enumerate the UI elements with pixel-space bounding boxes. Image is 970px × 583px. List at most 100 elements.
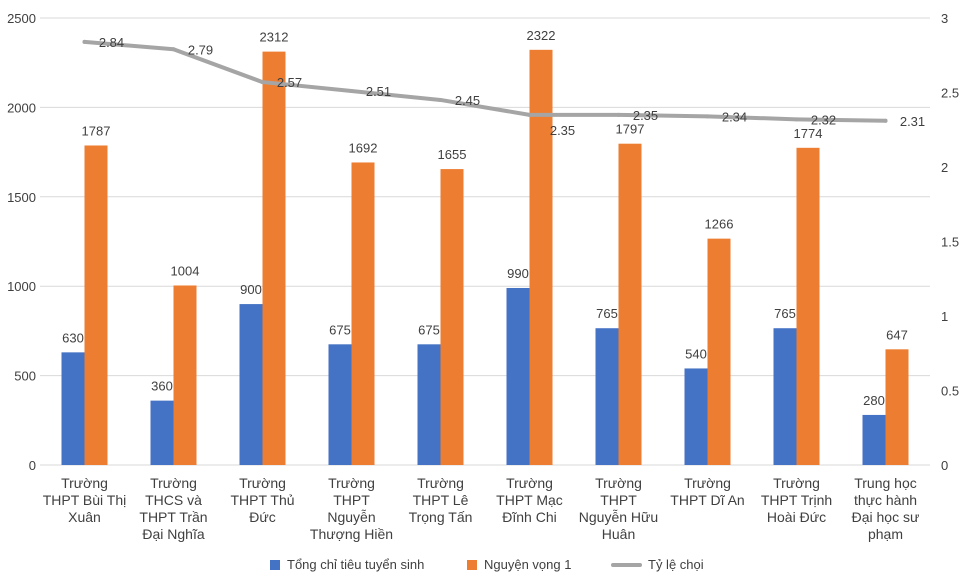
ratio-point: [616, 112, 621, 117]
data-label-total: 765: [774, 306, 796, 321]
category-label-line: Đại Nghĩa: [142, 526, 204, 542]
bar-first-choice: [262, 51, 286, 465]
data-label-total: 540: [685, 346, 707, 361]
category-label-line: THCS và: [145, 492, 202, 508]
ratio-point: [794, 117, 799, 122]
legend-swatch-first-choice: [467, 560, 477, 570]
category-label: Trường THPT Mạc Đĩnh Chi: [496, 475, 563, 525]
ratio-point: [883, 118, 888, 123]
bar-total: [328, 344, 352, 465]
data-label-ratio: 2.84: [99, 35, 124, 50]
category-label: Trường THPT Trịnh Hoài Đức: [761, 475, 832, 525]
category-label: Trường THPT Thủ Đức: [230, 475, 294, 525]
bar-total: [61, 352, 85, 465]
category-label-line: THPT Thủ: [230, 492, 294, 508]
category-label: Trường THPT Bùi Thị Xuân: [43, 475, 127, 525]
right-y-tick-label: 1: [941, 309, 948, 324]
right-y-tick-label: 0.5: [941, 384, 959, 399]
category-label-line: THPT Bùi Thị: [43, 492, 127, 508]
data-label-first-choice: 1004: [171, 263, 200, 278]
legend-label-ratio: Tỷ lệ chọi: [648, 557, 704, 572]
category-label: Trường THPT Nguyễn Thượng Hiền: [310, 475, 393, 542]
data-label-total: 765: [596, 306, 618, 321]
category-label-line: Trường: [506, 475, 553, 491]
ratio-point: [349, 89, 354, 94]
category-label-line: Trường: [684, 475, 731, 491]
left-y-tick-label: 2500: [7, 11, 36, 26]
data-label-first-choice: 647: [886, 327, 908, 342]
category-label-line: Trường: [773, 475, 820, 491]
legend-item-first-choice: Nguyện vọng 1: [467, 557, 571, 572]
data-label-total: 675: [329, 322, 351, 337]
data-labels: 630 1787 360 1004 900 2312 675 1692 675 1655 990 23…: [62, 28, 925, 408]
legend-item-ratio: Tỷ lệ chọi: [611, 557, 704, 572]
bar-total: [239, 304, 263, 465]
data-label-ratio: 2.32: [811, 112, 836, 127]
bar-first-choice: [796, 147, 820, 465]
data-label-first-choice: 2322: [527, 28, 556, 43]
bar-total: [862, 414, 886, 465]
category-label: Trường THPT Dĩ An: [670, 475, 744, 508]
category-label-line: Thượng Hiền: [310, 526, 393, 542]
ratio-point: [260, 80, 265, 85]
data-label-first-choice: 1787: [82, 123, 111, 138]
data-label-ratio: 2.51: [366, 84, 391, 99]
category-label-line: Nguyễn: [327, 509, 375, 525]
category-label: Trung học thực hành Đại học sư phạm: [852, 475, 920, 542]
right-y-tick-label: 0: [941, 458, 948, 473]
data-label-first-choice: 1655: [438, 147, 467, 162]
category-label: Trường THPT Nguyễn Hữu Huân: [579, 475, 658, 542]
bar-total: [150, 400, 174, 465]
ratio-point: [527, 112, 532, 117]
bar-first-choice: [618, 143, 642, 465]
category-label-line: THPT Dĩ An: [670, 492, 744, 508]
right-y-tick-label: 1.5: [941, 235, 959, 250]
bar-first-choice: [351, 162, 375, 465]
category-label-line: Đức: [249, 509, 275, 525]
legend-label-first-choice: Nguyện vọng 1: [484, 557, 571, 572]
bar-total: [417, 344, 441, 465]
data-label-ratio: 2.35: [633, 108, 658, 123]
data-label-ratio: 2.79: [188, 42, 213, 57]
category-label-line: THPT Trần: [139, 509, 207, 525]
left-y-tick-label: 2000: [7, 100, 36, 115]
category-label-line: Hoài Đức: [767, 509, 826, 525]
data-label-first-choice: 1266: [705, 217, 734, 232]
category-label-line: Đĩnh Chi: [502, 509, 556, 525]
category-label-line: THPT Mạc: [496, 492, 563, 508]
right-y-tick-label: 2: [941, 160, 948, 175]
bar-total: [595, 328, 619, 465]
category-label-line: Trường: [61, 475, 108, 491]
right-y-tick-label: 3: [941, 11, 948, 26]
category-label-line: phạm: [868, 526, 903, 542]
legend-item-total: Tổng chỉ tiêu tuyển sinh: [270, 557, 424, 572]
category-label-line: THPT: [333, 492, 370, 508]
category-label-line: thực hành: [854, 492, 917, 508]
bar-first-choice: [529, 49, 553, 465]
category-label-line: Trung học: [854, 475, 917, 491]
data-label-total: 360: [151, 379, 173, 394]
bar-total: [684, 368, 708, 465]
data-label-total: 630: [62, 330, 84, 345]
category-label-line: Trường: [595, 475, 642, 491]
category-label-line: Xuân: [68, 509, 101, 525]
category-label-line: Trường: [417, 475, 464, 491]
data-label-ratio: 2.57: [277, 75, 302, 90]
data-label-first-choice: 1797: [616, 122, 645, 137]
ratio-point: [438, 97, 443, 102]
right-y-axis: 0 0.5 1 1.5 2 2.5 3: [941, 11, 959, 473]
bar-first-choice: [440, 169, 464, 465]
category-label-line: THPT: [600, 492, 637, 508]
line-series: [82, 39, 888, 123]
ratio-point: [171, 47, 176, 52]
left-y-tick-label: 1500: [7, 190, 36, 205]
data-label-ratio: 2.34: [722, 109, 747, 124]
data-label-total: 900: [240, 282, 262, 297]
ratio-point: [82, 39, 87, 44]
left-y-tick-label: 500: [14, 369, 36, 384]
category-label-line: THPT Lê: [413, 492, 469, 508]
left-y-tick-label: 0: [29, 458, 36, 473]
bar-first-choice: [885, 349, 909, 465]
